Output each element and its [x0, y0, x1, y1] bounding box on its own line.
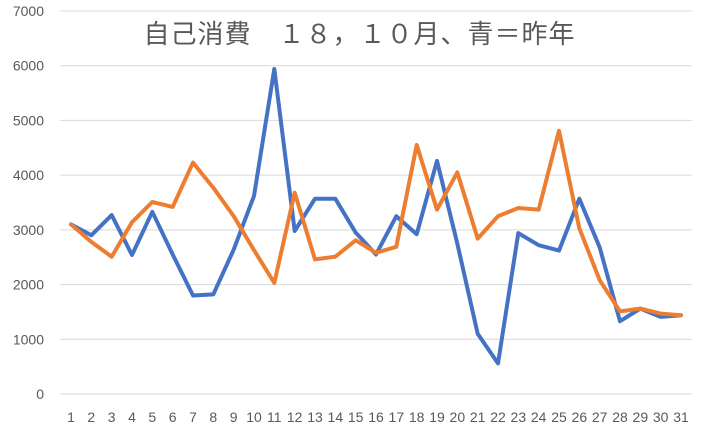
x-tick-label: 6	[169, 409, 177, 425]
x-tick-label: 9	[230, 409, 238, 425]
x-tick-label: 22	[490, 409, 506, 425]
x-tick-label: 18	[409, 409, 425, 425]
x-tick-label: 12	[287, 409, 303, 425]
y-tick-label: 0	[36, 386, 44, 402]
x-tick-label: 1	[67, 409, 75, 425]
x-tick-label: 13	[307, 409, 323, 425]
x-tick-label: 15	[348, 409, 364, 425]
x-tick-label: 7	[189, 409, 197, 425]
x-tick-label: 11	[267, 409, 282, 425]
y-tick-label: 1000	[13, 331, 44, 347]
x-tick-label: 2	[87, 409, 95, 425]
y-tick-label: 2000	[13, 277, 44, 293]
series-lines	[71, 69, 681, 363]
x-tick-label: 3	[108, 409, 116, 425]
x-tick-label: 10	[246, 409, 262, 425]
x-tick-label: 25	[551, 409, 567, 425]
x-tick-label: 31	[673, 409, 689, 425]
y-tick-label: 6000	[13, 58, 44, 74]
x-tick-label: 28	[612, 409, 628, 425]
x-tick-label: 14	[328, 409, 344, 425]
chart-title: 自己消費 １８，１０月、青＝昨年	[0, 14, 709, 51]
x-tick-label: 20	[450, 409, 466, 425]
x-tick-label: 30	[653, 409, 669, 425]
x-tick-label: 27	[592, 409, 608, 425]
x-tick-label: 29	[633, 409, 649, 425]
x-tick-label: 4	[128, 409, 136, 425]
x-tick-label: 16	[368, 409, 384, 425]
y-tick-label: 5000	[13, 112, 44, 128]
x-tick-label: 23	[511, 409, 527, 425]
x-tick-label: 26	[572, 409, 588, 425]
series-line-1	[71, 69, 681, 363]
x-tick-label: 5	[148, 409, 156, 425]
x-tick-label: 19	[429, 409, 445, 425]
x-tick-label: 24	[531, 409, 547, 425]
y-tick-label: 3000	[13, 222, 44, 238]
y-tick-label: 4000	[13, 167, 44, 183]
x-tick-label: 21	[470, 409, 486, 425]
x-tick-label: 17	[389, 409, 405, 425]
x-tick-label: 8	[209, 409, 217, 425]
